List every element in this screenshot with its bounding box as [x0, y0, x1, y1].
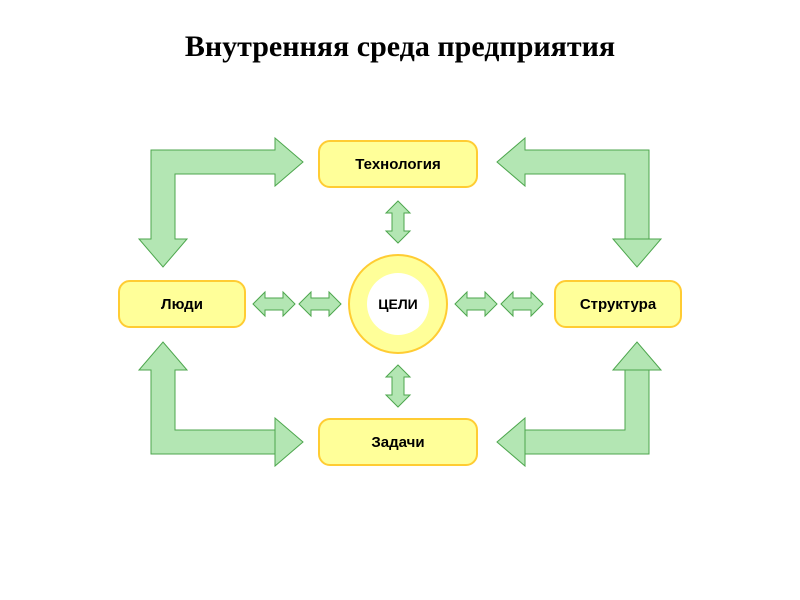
node-center-label: ЦЕЛИ	[378, 296, 417, 312]
arrow-inner-left-1	[253, 292, 295, 316]
arrow-inner-right-1	[455, 292, 497, 316]
node-left-label: Люди	[161, 296, 203, 313]
page-title: Внутренняя среда предприятия	[0, 30, 800, 64]
node-right: Структура	[554, 280, 682, 328]
node-top: Технология	[318, 140, 478, 188]
arrow-inner-bottom	[386, 365, 410, 407]
arrow-elbow-tl	[139, 138, 303, 267]
arrow-inner-right-2	[501, 292, 543, 316]
node-top-label: Технология	[355, 156, 440, 173]
diagram-canvas: Технология Задачи Люди Структура ЦЕЛИ	[118, 140, 682, 500]
arrow-elbow-bl	[139, 342, 303, 466]
arrow-inner-top	[386, 201, 410, 243]
node-bottom-label: Задачи	[371, 434, 424, 451]
arrow-elbow-tr	[497, 138, 661, 267]
node-center-inner: ЦЕЛИ	[367, 273, 429, 335]
node-center-ring: ЦЕЛИ	[348, 254, 448, 354]
node-bottom: Задачи	[318, 418, 478, 466]
title-text: Внутренняя среда предприятия	[185, 30, 615, 63]
node-right-label: Структура	[580, 296, 656, 313]
arrow-elbow-br	[497, 342, 661, 466]
node-left: Люди	[118, 280, 246, 328]
arrow-inner-left-2	[299, 292, 341, 316]
